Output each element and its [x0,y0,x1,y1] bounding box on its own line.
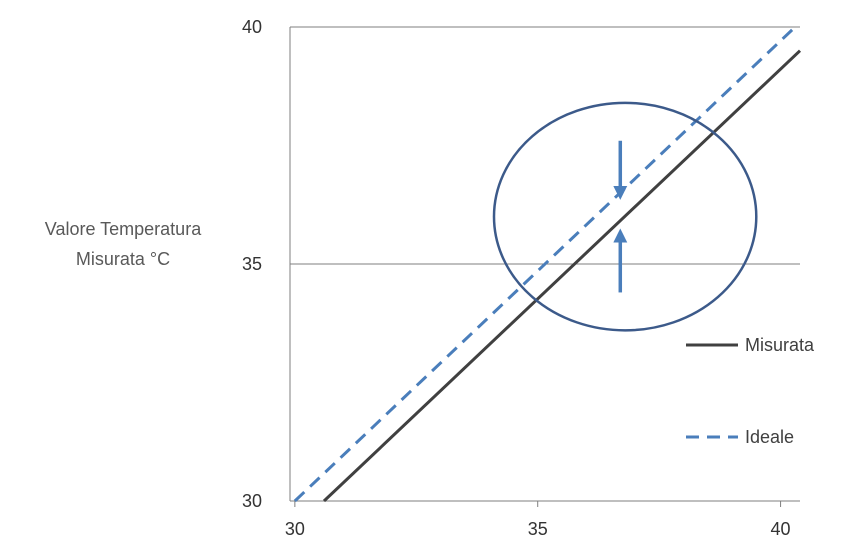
legend-label-misurata: Misurata [745,335,815,355]
legend: Misurata Ideale [686,335,815,447]
y-axis-label-line: Valore Temperatura [45,219,202,239]
series [293,25,802,503]
y-axis-label-line: Misurata °C [76,249,170,269]
legend-label-ideale: Ideale [745,427,794,447]
axes: 30 35 40 30 35 40 [242,17,791,539]
x-tick-label-30: 30 [285,519,305,539]
annotations [492,101,758,332]
x-tick-label-40: 40 [771,519,791,539]
y-axis-label: Valore Temperatura Misurata °C [45,219,202,269]
series-line-ideale [293,25,797,503]
annotation-ellipse [492,101,758,332]
y-tick-label-30: 30 [242,491,262,511]
y-tick-label-35: 35 [242,254,262,274]
series-line-misurata [322,49,802,503]
y-tick-label-40: 40 [242,17,262,37]
x-tick-label-35: 35 [528,519,548,539]
